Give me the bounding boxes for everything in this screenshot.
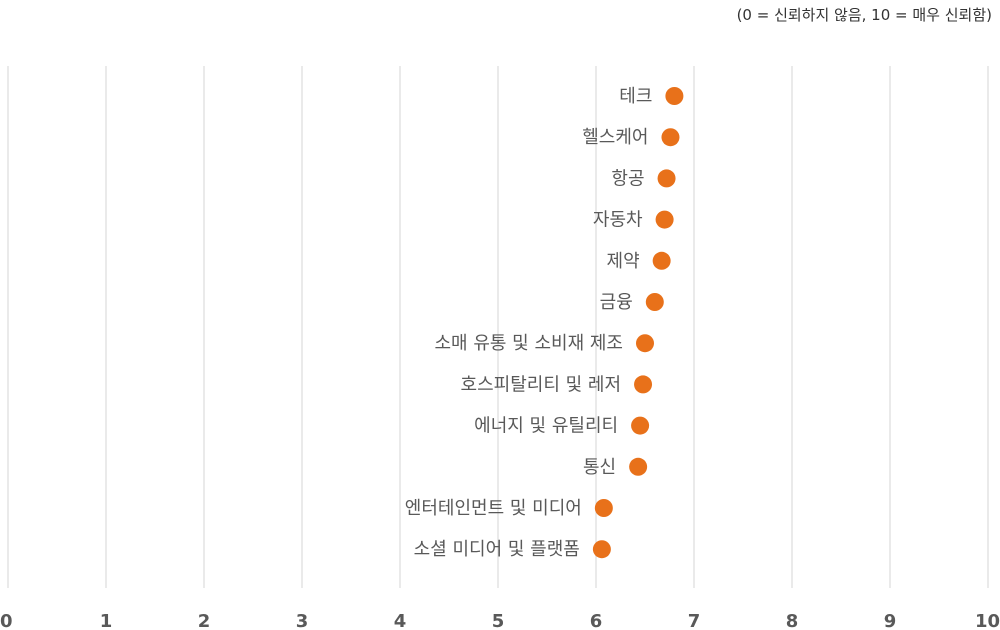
- data-point: [594, 499, 613, 517]
- category-label: 항공: [611, 168, 644, 189]
- data-point: [652, 251, 671, 270]
- x-tick-label: 0: [0, 611, 13, 630]
- x-tick-label: 10: [975, 611, 1000, 630]
- x-tick-label: 8: [786, 611, 799, 630]
- x-tick-label: 4: [394, 611, 407, 630]
- chart-subtitle: (0 = 신뢰하지 않음, 10 = 매우 신뢰함): [736, 6, 992, 24]
- data-point: [629, 457, 648, 476]
- x-tick-label: 3: [296, 611, 309, 630]
- x-tick-label: 1: [100, 611, 113, 630]
- category-label: 금융: [600, 292, 633, 313]
- x-tick-label: 9: [884, 611, 897, 630]
- category-label: 엔터테인먼트 및 미디어: [405, 498, 582, 519]
- data-point: [665, 87, 684, 105]
- data-point: [631, 416, 650, 435]
- x-tick-label: 6: [590, 611, 603, 630]
- x-tick-label: 5: [492, 611, 505, 630]
- data-point: [657, 169, 676, 188]
- category-label: 헬스케어: [582, 127, 648, 148]
- category-label: 통신: [583, 457, 616, 478]
- data-point: [661, 128, 680, 147]
- category-label: 자동차: [593, 210, 643, 231]
- category-label: 소매 유통 및 소비재 제조: [435, 333, 624, 354]
- x-tick-label: 2: [198, 611, 211, 630]
- x-tick-label: 7: [688, 611, 701, 630]
- data-point: [645, 293, 664, 311]
- data-point: [655, 210, 674, 229]
- category-label: 제약: [607, 251, 640, 272]
- category-label: 테크: [619, 86, 652, 107]
- data-point: [592, 540, 611, 559]
- category-label: 에너지 및 유틸리티: [474, 416, 618, 437]
- data-point: [634, 375, 653, 394]
- data-point: [636, 334, 654, 353]
- category-label: 소셜 미디어 및 플랫폼: [414, 539, 580, 560]
- category-label: 호스피탈리티 및 레저: [461, 374, 621, 395]
